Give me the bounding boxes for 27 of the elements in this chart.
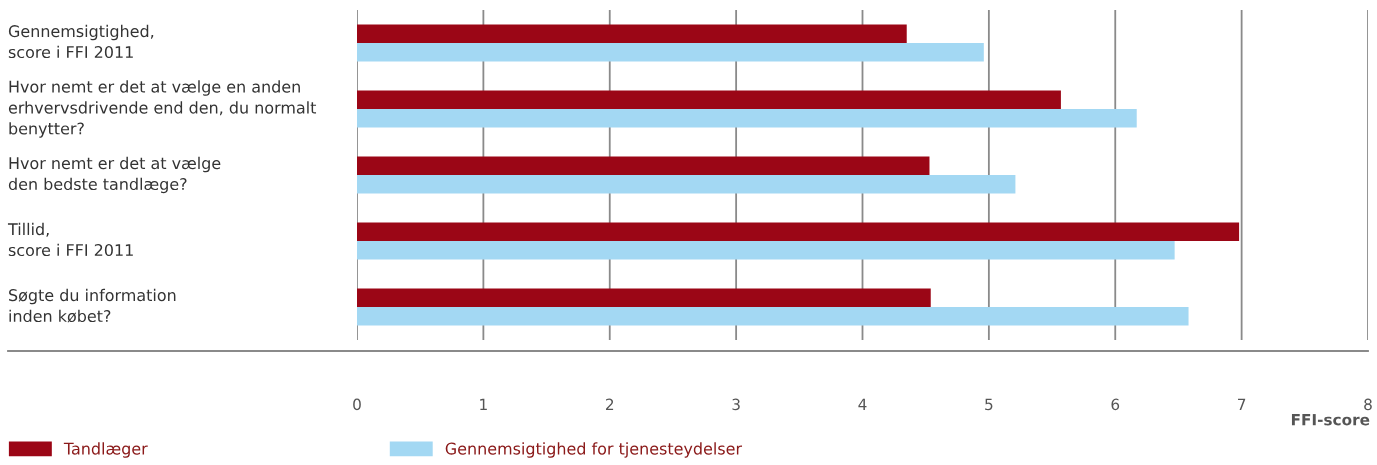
x-tick-label: 8 xyxy=(1364,398,1372,411)
bar xyxy=(357,24,907,43)
x-tick-label: 4 xyxy=(858,398,867,410)
x-tick-label: 7 xyxy=(1238,398,1246,410)
x-tick-label: 6 xyxy=(1111,398,1120,411)
bar xyxy=(357,90,1061,109)
x-axis-title: FFI-score xyxy=(1291,414,1370,426)
legend-label: Gennemsigtighed for tjenesteydelser xyxy=(445,442,743,458)
bar xyxy=(357,307,1189,326)
y-tick-label: Tillid, score i FFI 2011 xyxy=(7,222,133,257)
bar xyxy=(357,222,1240,241)
x-tick-label: 3 xyxy=(732,398,740,411)
x-tick-label: 1 xyxy=(480,398,487,410)
legend-label: Tandlæger xyxy=(63,442,148,458)
bar xyxy=(357,43,984,62)
bar xyxy=(357,175,1016,194)
x-tick-label: 0 xyxy=(353,398,361,411)
y-tick-label: Gennemsigtighed, score i FFI 2011 xyxy=(8,24,154,59)
bar xyxy=(357,156,930,175)
bar xyxy=(357,288,931,307)
x-tick-label: 5 xyxy=(985,398,993,411)
bar xyxy=(357,109,1137,128)
y-tick-label: Hvor nemt er det at vælge den bedste tandlæge? xyxy=(8,156,221,194)
y-tick-label: Hvor nemt er det at vælge en anden erhvervsdrivende end den, du normalt benytter? xyxy=(8,80,317,138)
bar xyxy=(357,241,1175,260)
x-tick-label: 2 xyxy=(606,398,614,410)
y-tick-label: Søgte du information inden købet? xyxy=(9,288,176,323)
